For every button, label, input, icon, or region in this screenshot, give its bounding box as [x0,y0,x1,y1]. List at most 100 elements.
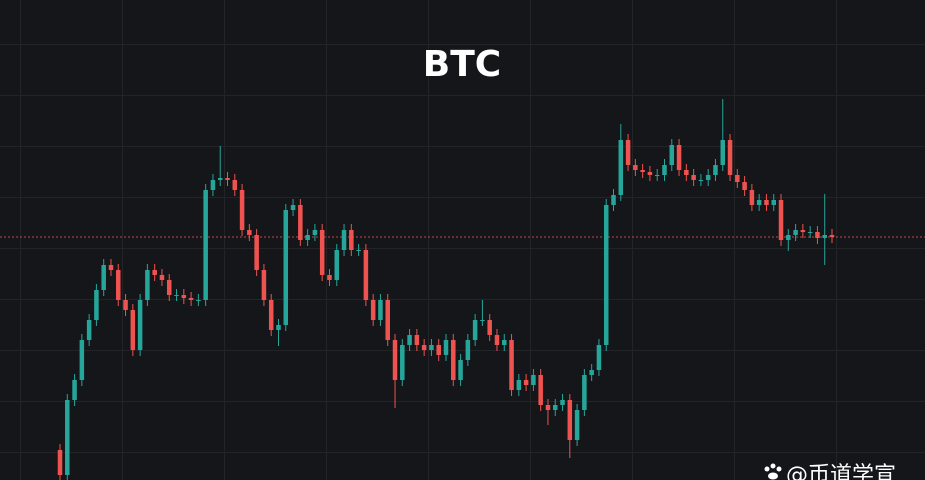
candle-body [545,405,551,410]
candle-body [538,375,543,405]
candle-body [582,375,587,410]
candle-body [742,182,747,190]
candle-body [654,175,660,176]
candle-body [822,235,827,238]
candle-body [276,325,281,330]
candle-body [574,410,580,440]
candle-body [101,265,106,290]
candle-body [203,190,208,300]
candle-body [465,340,471,360]
candle-body [247,230,252,235]
candle-body [662,165,667,175]
candle-body [451,340,456,380]
candle-body [319,230,325,275]
candle-body [65,400,70,475]
candle-body [225,178,230,180]
candle-body [145,270,150,300]
candle-body [713,165,718,175]
candle-body [618,140,624,195]
candle-body [181,295,187,298]
candle-body [429,345,434,350]
candle-body [363,250,369,300]
candle-body [611,195,616,205]
candle-body [137,300,143,350]
watermark: @币道学宣 [786,463,896,480]
watermark-icon [764,463,782,480]
candle-body [596,345,602,370]
candle-body [312,230,318,235]
candle-body [261,270,267,300]
candle-body [502,340,507,345]
candle-body [698,180,704,181]
candle-body [793,230,798,235]
candle-body [523,380,529,385]
candle-body [633,165,638,170]
candle-body [166,280,172,295]
candle-body [603,205,609,345]
candle-body [735,175,740,182]
candle-body [567,400,573,440]
candle-body [815,232,820,238]
candle-body [509,340,514,390]
candle-body [552,405,558,410]
candle-body [108,265,114,270]
candle-body [487,320,492,335]
candle-body [159,275,165,280]
candle-body [676,145,682,170]
candle-body [749,190,755,205]
candle-body [392,340,398,380]
candle-body [232,180,238,190]
candle-body [188,298,194,300]
candle-body [407,335,412,345]
candle-body [305,235,310,240]
candle-body [443,340,449,355]
candle-body [727,140,733,175]
candle-body [341,230,347,250]
candle-body [647,172,653,175]
candle-body [370,300,376,320]
candle-body [239,190,245,230]
candle-body [764,200,769,205]
candle-body [829,235,835,237]
candle-body [756,200,762,205]
candle-body [283,210,289,325]
candle-body [196,300,201,301]
candle-body [472,320,478,340]
candle-body [625,140,631,165]
candle-body [116,270,121,300]
candle-body [691,175,696,180]
candle-body [72,380,77,400]
candle-body [378,300,383,320]
candle-body [349,230,354,250]
candle-body [684,170,689,175]
candle-body [786,235,791,240]
candle-body [640,170,645,172]
candle-body [130,310,136,350]
candle-body [560,400,565,405]
candle-body [800,230,806,232]
candle-body [86,320,92,340]
candle-body [421,345,427,350]
chart-title: BTC [423,44,501,85]
candle-body [778,200,784,240]
candle-body [531,375,536,385]
candle-body [436,345,441,355]
candle-body [298,205,303,240]
candle-body [807,232,813,233]
candle-body [589,370,594,375]
candle-body [79,340,85,380]
candle-body [174,295,179,296]
candle-body [494,335,500,345]
candle-body [669,145,675,165]
candle-body [356,250,361,251]
candle-body [217,178,223,180]
candle-body [254,235,259,270]
candle-body [705,175,711,180]
candle-body [327,275,332,280]
candle-body [480,320,485,321]
candle-body [268,300,274,330]
candle-body [458,360,463,380]
candle-body [771,200,776,205]
